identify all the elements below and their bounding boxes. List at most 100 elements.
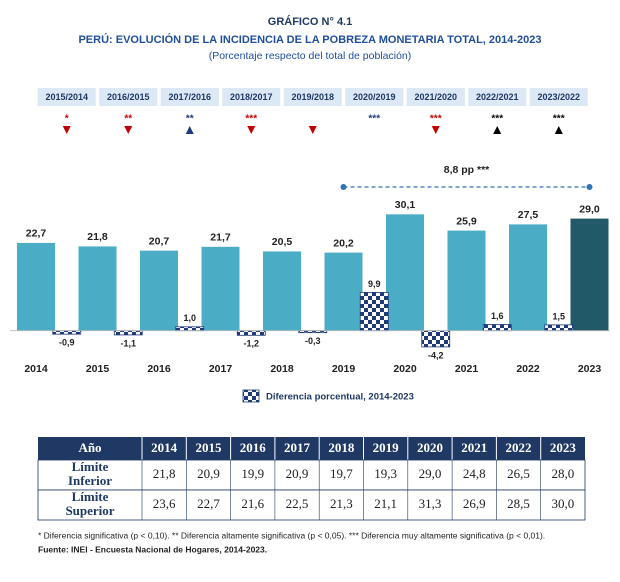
table-cell: 26,5 <box>507 466 530 481</box>
data-label: 21,8 <box>87 231 108 243</box>
table-header: Año <box>78 440 101 455</box>
table-header: 2021 <box>461 440 487 455</box>
table-header: 2019 <box>373 440 400 455</box>
table-cell: 31,3 <box>419 496 442 511</box>
bar <box>447 230 486 331</box>
period-box <box>345 88 404 106</box>
difference-bar <box>544 324 574 332</box>
bar <box>324 252 363 331</box>
table-header: 2018 <box>328 440 355 455</box>
data-label: 1,6 <box>491 311 504 321</box>
arrow-up <box>554 126 563 134</box>
difference-bar <box>175 326 205 332</box>
table-header: 2015 <box>195 440 222 455</box>
period-box <box>37 88 96 106</box>
difference-bar <box>421 330 451 348</box>
period-label: 2022/2021 <box>476 92 519 102</box>
arrow-down <box>431 126 440 134</box>
data-label: 29,0 <box>579 203 600 215</box>
arrow-up <box>493 126 502 134</box>
table-row <box>37 459 586 491</box>
data-label: 9,9 <box>368 279 381 289</box>
row-header: Límite Superior <box>65 489 114 518</box>
bar <box>201 246 240 331</box>
data-label: -4,2 <box>428 350 444 360</box>
difference-bar <box>359 292 389 332</box>
significance: *** <box>245 114 257 125</box>
table-header: 2014 <box>151 440 178 455</box>
period-box <box>406 88 465 106</box>
table-header: 2022 <box>506 440 532 455</box>
arrow-down <box>62 126 71 134</box>
bar <box>140 250 178 331</box>
data-label: 21,7 <box>210 232 231 244</box>
chart-subtitle: (Porcentaje respecto del total de poblac… <box>209 50 412 62</box>
data-label: 30,1 <box>395 199 416 211</box>
table-cell: 20,9 <box>286 466 309 481</box>
data-label: 25,9 <box>456 215 477 227</box>
period-label: 2015/2014 <box>45 92 88 102</box>
x-tick-label: 2020 <box>393 363 417 375</box>
x-tick-label: 2021 <box>455 363 479 375</box>
period-box <box>160 88 219 106</box>
chart-title: GRÁFICO N° 4.1 <box>268 15 352 28</box>
bracket-end <box>586 184 593 190</box>
period-label: 2023/2022 <box>537 92 580 102</box>
data-label: -0,9 <box>59 338 75 348</box>
bar <box>570 218 609 331</box>
data-label: -1,2 <box>243 339 259 349</box>
difference-bar <box>482 324 512 332</box>
x-tick-label: 2018 <box>270 363 294 375</box>
data-label: 27,5 <box>518 209 539 221</box>
data-label: 22,7 <box>26 228 47 240</box>
table-header: 2020 <box>417 440 443 455</box>
arrow-up <box>185 126 194 134</box>
period-box <box>222 88 281 106</box>
chart-subtitle: PERÚ: EVOLUCIÓN DE LA INCIDENCIA DE LA P… <box>78 33 541 46</box>
x-tick-label: 2019 <box>332 363 356 375</box>
table-cell: 21,3 <box>330 496 353 511</box>
data-label: -0,3 <box>305 336 321 346</box>
table-cell: 19,7 <box>330 466 353 481</box>
legend-swatch <box>242 389 260 403</box>
table-cell: 19,3 <box>374 466 397 481</box>
x-tick-label: 2014 <box>24 363 48 375</box>
table-cell: 26,9 <box>463 496 486 511</box>
significance: *** <box>368 114 380 125</box>
x-tick-label: 2016 <box>147 363 171 375</box>
significance: ** <box>186 114 194 125</box>
data-label: 20,2 <box>333 237 354 249</box>
significance: *** <box>491 114 503 125</box>
annotation: 8,8 pp *** <box>444 164 490 176</box>
significance: * <box>65 114 69 125</box>
table-header: 2016 <box>240 440 267 455</box>
significance: *** <box>430 114 442 125</box>
period-label: 2021/2020 <box>414 92 457 102</box>
period-box <box>99 88 158 106</box>
period-label: 2019/2018 <box>291 92 334 102</box>
period-label: 2018/2017 <box>230 92 273 102</box>
table-header-bg <box>38 437 585 460</box>
period-label: 2020/2019 <box>353 92 396 102</box>
period-box <box>529 88 588 106</box>
bar <box>509 224 547 331</box>
significance: ** <box>124 114 132 125</box>
table-cell: 21,1 <box>374 496 397 511</box>
table-cell: 24,8 <box>463 466 486 481</box>
significance: *** <box>553 114 565 125</box>
bar <box>263 251 301 331</box>
bar <box>17 242 55 331</box>
table-cell: 23,6 <box>153 496 176 511</box>
table-cell: 22,5 <box>286 496 309 511</box>
period-box <box>283 88 342 106</box>
difference-bar <box>113 330 143 336</box>
period-box <box>468 88 527 106</box>
arrow-down <box>124 126 133 134</box>
data-label: 20,5 <box>272 236 293 248</box>
table-cell: 21,6 <box>241 496 264 511</box>
table-header: 2017 <box>284 440 311 455</box>
difference-bar <box>52 330 82 335</box>
bracket-end <box>340 184 347 190</box>
x-tick-label: 2023 <box>578 363 602 375</box>
